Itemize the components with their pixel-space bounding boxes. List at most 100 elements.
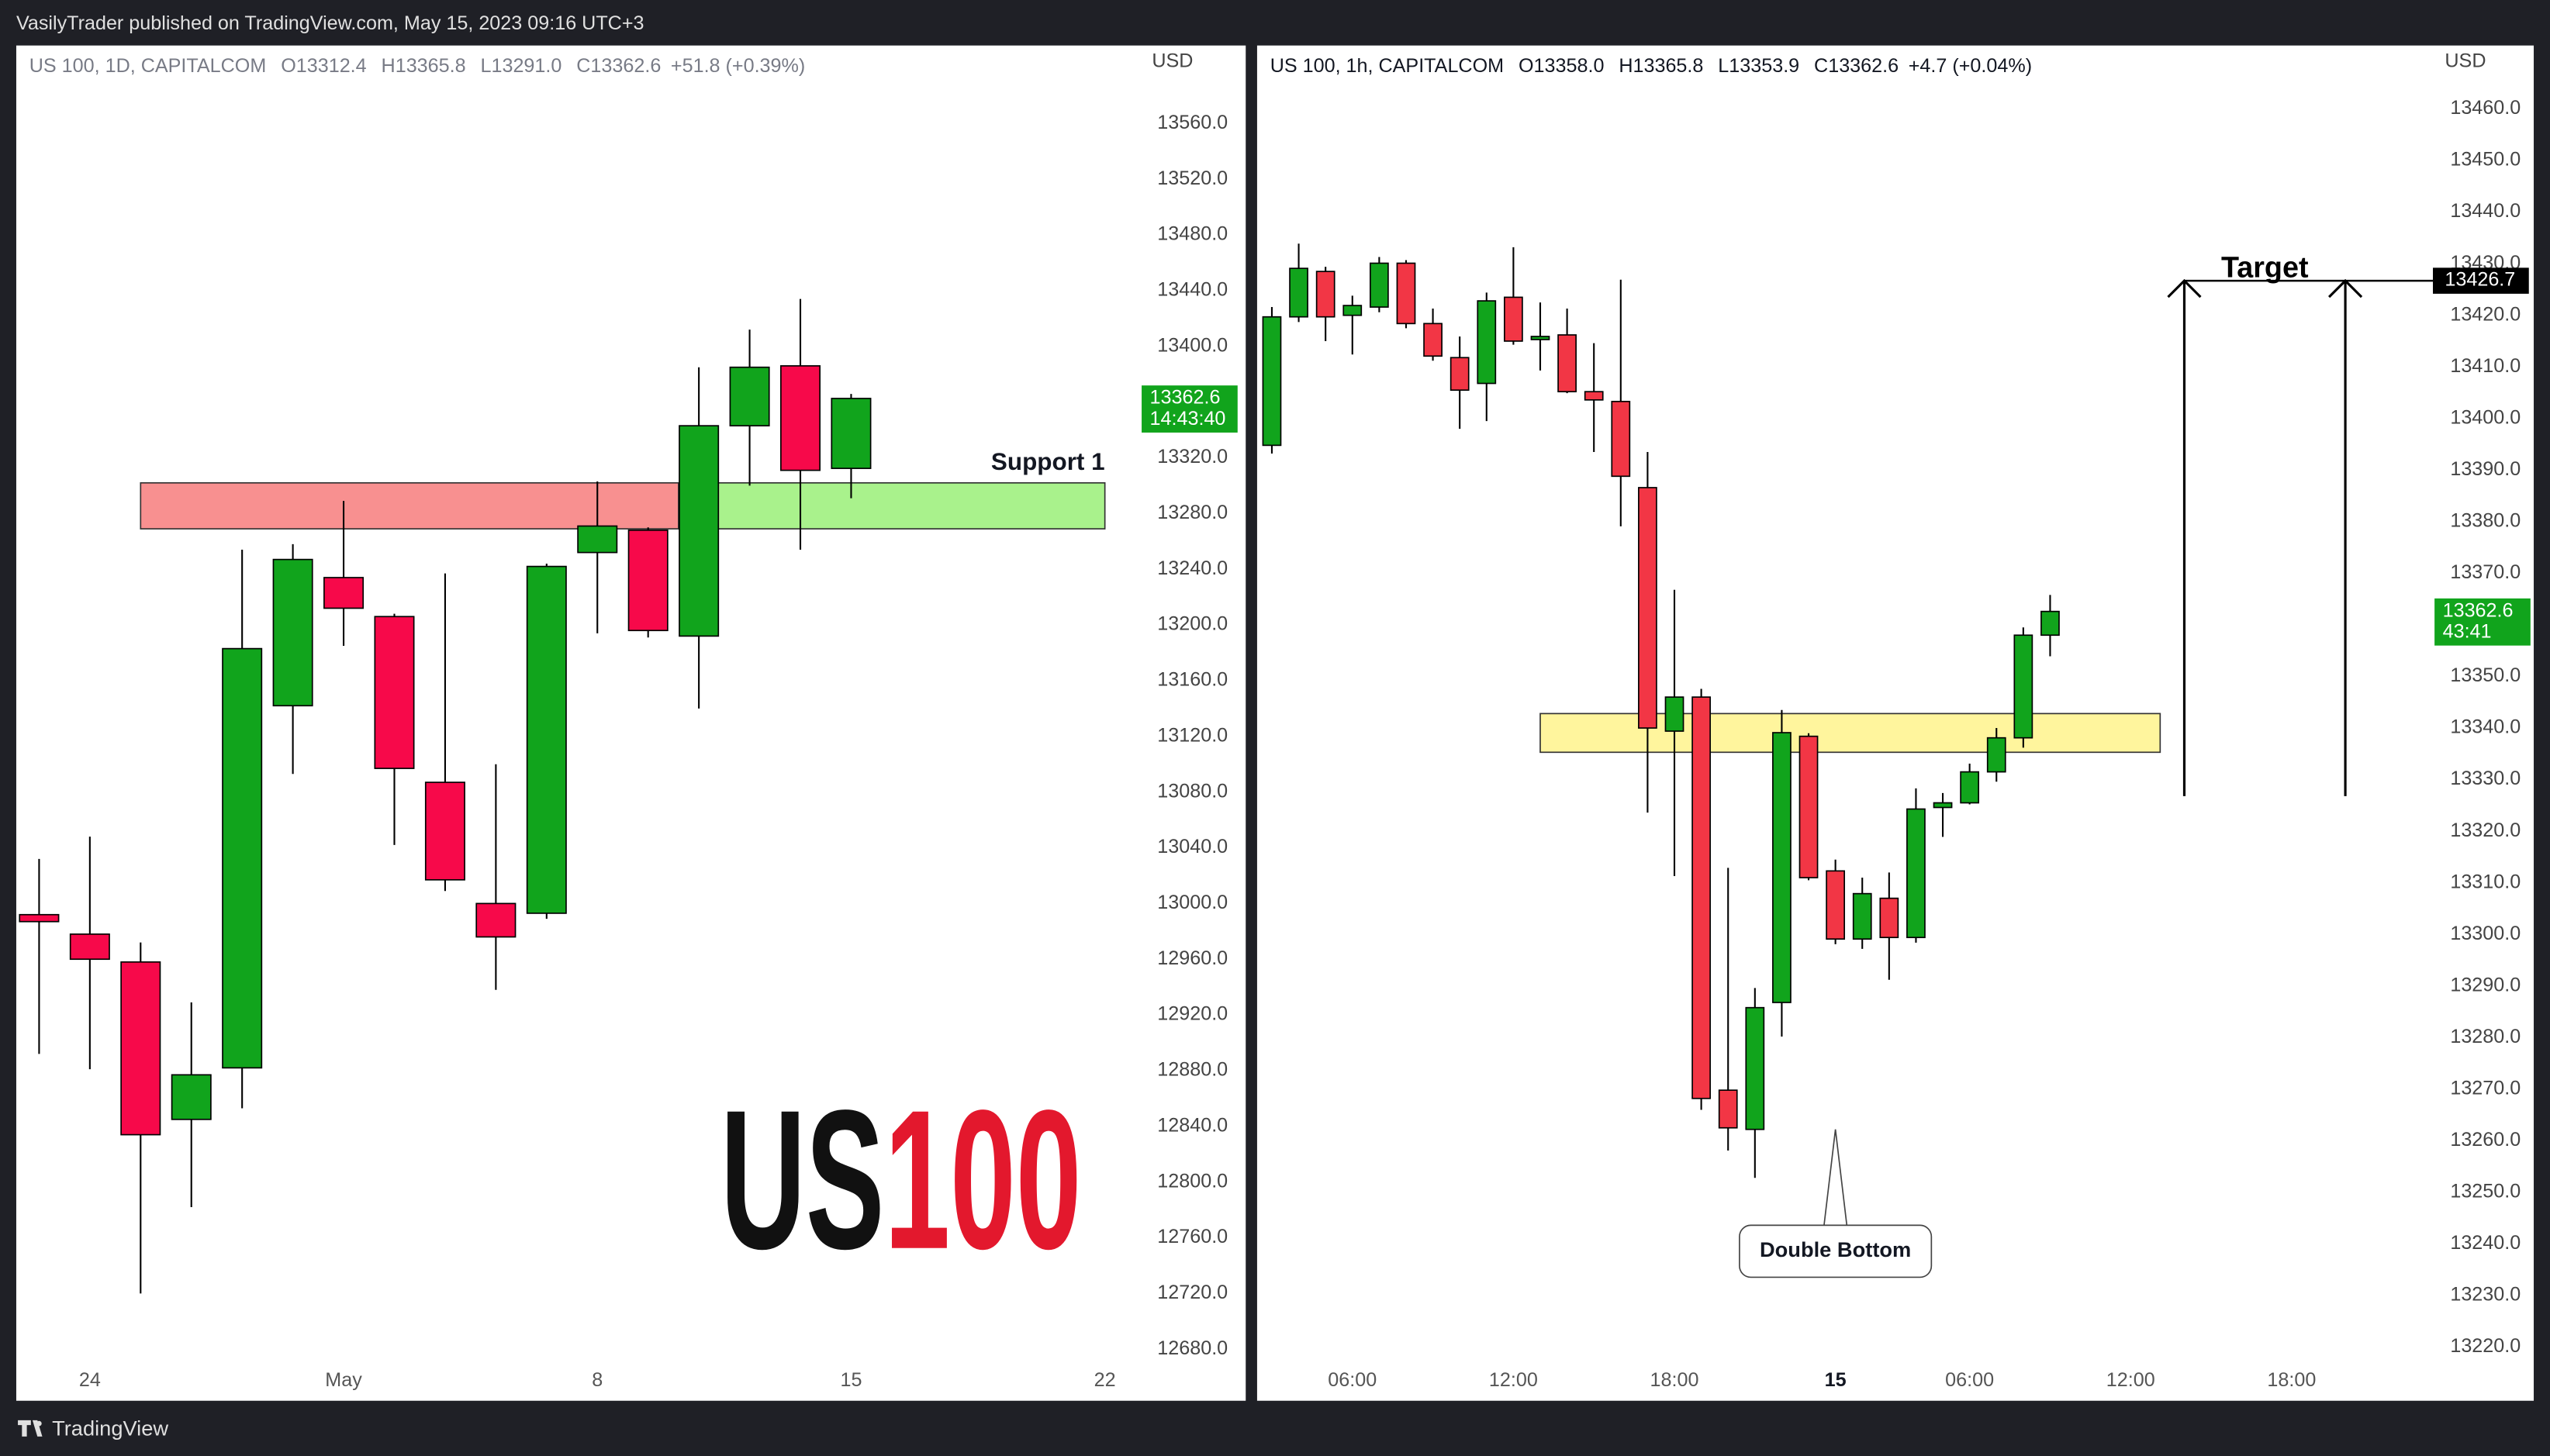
zone: [678, 481, 1106, 530]
y-tick-label: 13240.0: [1157, 557, 1228, 579]
x-tick-label: 18:00: [2267, 1369, 2316, 1391]
candle-body: [831, 398, 872, 469]
y-tick-label: 13440.0: [2450, 200, 2521, 222]
watermark-part: US: [720, 1069, 884, 1291]
candle-body: [1664, 696, 1684, 732]
y-tick-label: 13370.0: [2450, 561, 2521, 583]
ohlc-value: 13365.8: [1633, 55, 1704, 77]
y-tick-label: 13390.0: [2450, 458, 2521, 480]
y-tick-label: 13410.0: [2450, 355, 2521, 377]
candle-body: [1557, 334, 1577, 393]
y-tick-label: 13120.0: [1157, 724, 1228, 746]
arrow-head: [2167, 278, 2202, 298]
countdown: 43:41: [2443, 621, 2492, 643]
x-tick-label: 18:00: [1650, 1369, 1699, 1391]
ohlc-label: C: [576, 55, 590, 77]
ohlc-value: 13365.8: [396, 55, 466, 77]
y-tick-label: 12960.0: [1157, 947, 1228, 969]
y-tick-label: 13270.0: [2450, 1077, 2521, 1099]
candle-body: [2040, 610, 2060, 637]
candle-body: [1718, 1089, 1738, 1129]
x-tick-label: 12:00: [2106, 1369, 2155, 1391]
y-tick-label: 13040.0: [1157, 836, 1228, 857]
candle-body: [272, 558, 313, 707]
y-tick-label: 13480.0: [1157, 223, 1228, 245]
candle-body: [69, 933, 110, 961]
y-tick-label: 13310.0: [2450, 871, 2521, 892]
x-tick-label: 24: [79, 1369, 101, 1391]
y-tick-label: 13280.0: [1157, 502, 1228, 523]
watermark: US100: [720, 1069, 1082, 1291]
ohlc-label: L: [480, 55, 491, 77]
x-tick-label: 12:00: [1489, 1369, 1538, 1391]
candle-body: [679, 425, 720, 637]
candle-body: [171, 1074, 212, 1120]
countdown: 14:43:40: [1150, 408, 1226, 430]
currency: USD: [1152, 50, 1193, 71]
y-tick-label: 13420.0: [2450, 303, 2521, 325]
logo-dot: [36, 1420, 42, 1427]
last-price: 13362.6: [2443, 599, 2514, 621]
change: +4.7 (+0.04%): [1909, 55, 2032, 77]
left-panel: [16, 45, 1246, 1401]
y-tick-label: 13330.0: [2450, 768, 2521, 789]
candle-body: [1370, 262, 1389, 308]
symbol: US 100, 1h, CAPITALCOM: [1270, 55, 1504, 77]
candle-body: [424, 781, 465, 881]
candle-body: [1638, 487, 1657, 729]
y-tick-label: 13300.0: [2450, 923, 2521, 944]
callout-box: [1739, 1224, 1933, 1278]
y-tick-label: 13350.0: [2450, 664, 2521, 686]
candle-body: [1798, 735, 1819, 878]
logo: [18, 1420, 43, 1437]
candle-body: [374, 616, 415, 769]
last-price-box: [2434, 598, 2531, 646]
candle-body: [1960, 771, 1980, 804]
ohlc-value: 13312.4: [296, 55, 367, 77]
y-tick-label: 13230.0: [2450, 1284, 2521, 1306]
last-price-box: [1142, 385, 1238, 433]
ohlc-value: 13362.6: [1828, 55, 1899, 77]
candle-body: [19, 913, 60, 923]
chart-header: US 100, 1D, CAPITALCOM O13312.4 H13365.8 L1…: [29, 55, 806, 77]
y-tick-label: 13280.0: [2450, 1026, 2521, 1047]
change: +51.8 (+0.39%): [671, 55, 805, 77]
ohlc-value: 13358.0: [1534, 55, 1605, 77]
y-tick-label: 13220.0: [2450, 1335, 2521, 1357]
y-tick-label: 12720.0: [1157, 1282, 1228, 1303]
chart: US 100, 1h, CAPITALCOM O13358.0 H13365.8 L1…: [1262, 50, 2531, 1391]
candle-body: [1449, 357, 1470, 392]
candle-body: [222, 647, 263, 1069]
x-tick-label: 06:00: [1945, 1369, 1994, 1391]
y-tick-label: 13260.0: [2450, 1129, 2521, 1151]
ohlc-label: H: [382, 55, 396, 77]
y-tick-label: 13380.0: [2450, 510, 2521, 532]
y-tick-label: 13240.0: [2450, 1232, 2521, 1254]
x-tick-label: 15: [840, 1369, 862, 1391]
y-tick-label: 12680.0: [1157, 1337, 1228, 1359]
arrow-head: [2328, 278, 2363, 298]
y-tick-label: 13290.0: [2450, 974, 2521, 995]
y-tick-label: 12840.0: [1157, 1114, 1228, 1136]
callout-text: Double Bottom: [1760, 1237, 1911, 1261]
x-tick-label: May: [325, 1369, 362, 1391]
candle-body: [1342, 305, 1363, 316]
zone: [1539, 712, 2161, 754]
candle-body: [1262, 316, 1282, 447]
candle-body: [627, 530, 669, 632]
ohlc-value: 13362.6: [590, 55, 661, 77]
candle-body: [1584, 391, 1604, 401]
y-tick-label: 13160.0: [1157, 669, 1228, 691]
candle-body: [1691, 696, 1711, 1099]
ohlc-value: 13353.9: [1729, 55, 1799, 77]
y-tick-label: 13000.0: [1157, 892, 1228, 913]
watermark-part: 100: [884, 1069, 1081, 1291]
y-tick-label: 13450.0: [2450, 149, 2521, 171]
candle-body: [780, 365, 821, 471]
candle-body: [1315, 271, 1335, 318]
x-tick-label: 22: [1094, 1369, 1116, 1391]
candle-body: [1852, 892, 1872, 940]
y-tick-label: 13520.0: [1157, 167, 1228, 189]
candle-body: [1772, 732, 1792, 1003]
y-tick-label: 13320.0: [1157, 446, 1228, 468]
